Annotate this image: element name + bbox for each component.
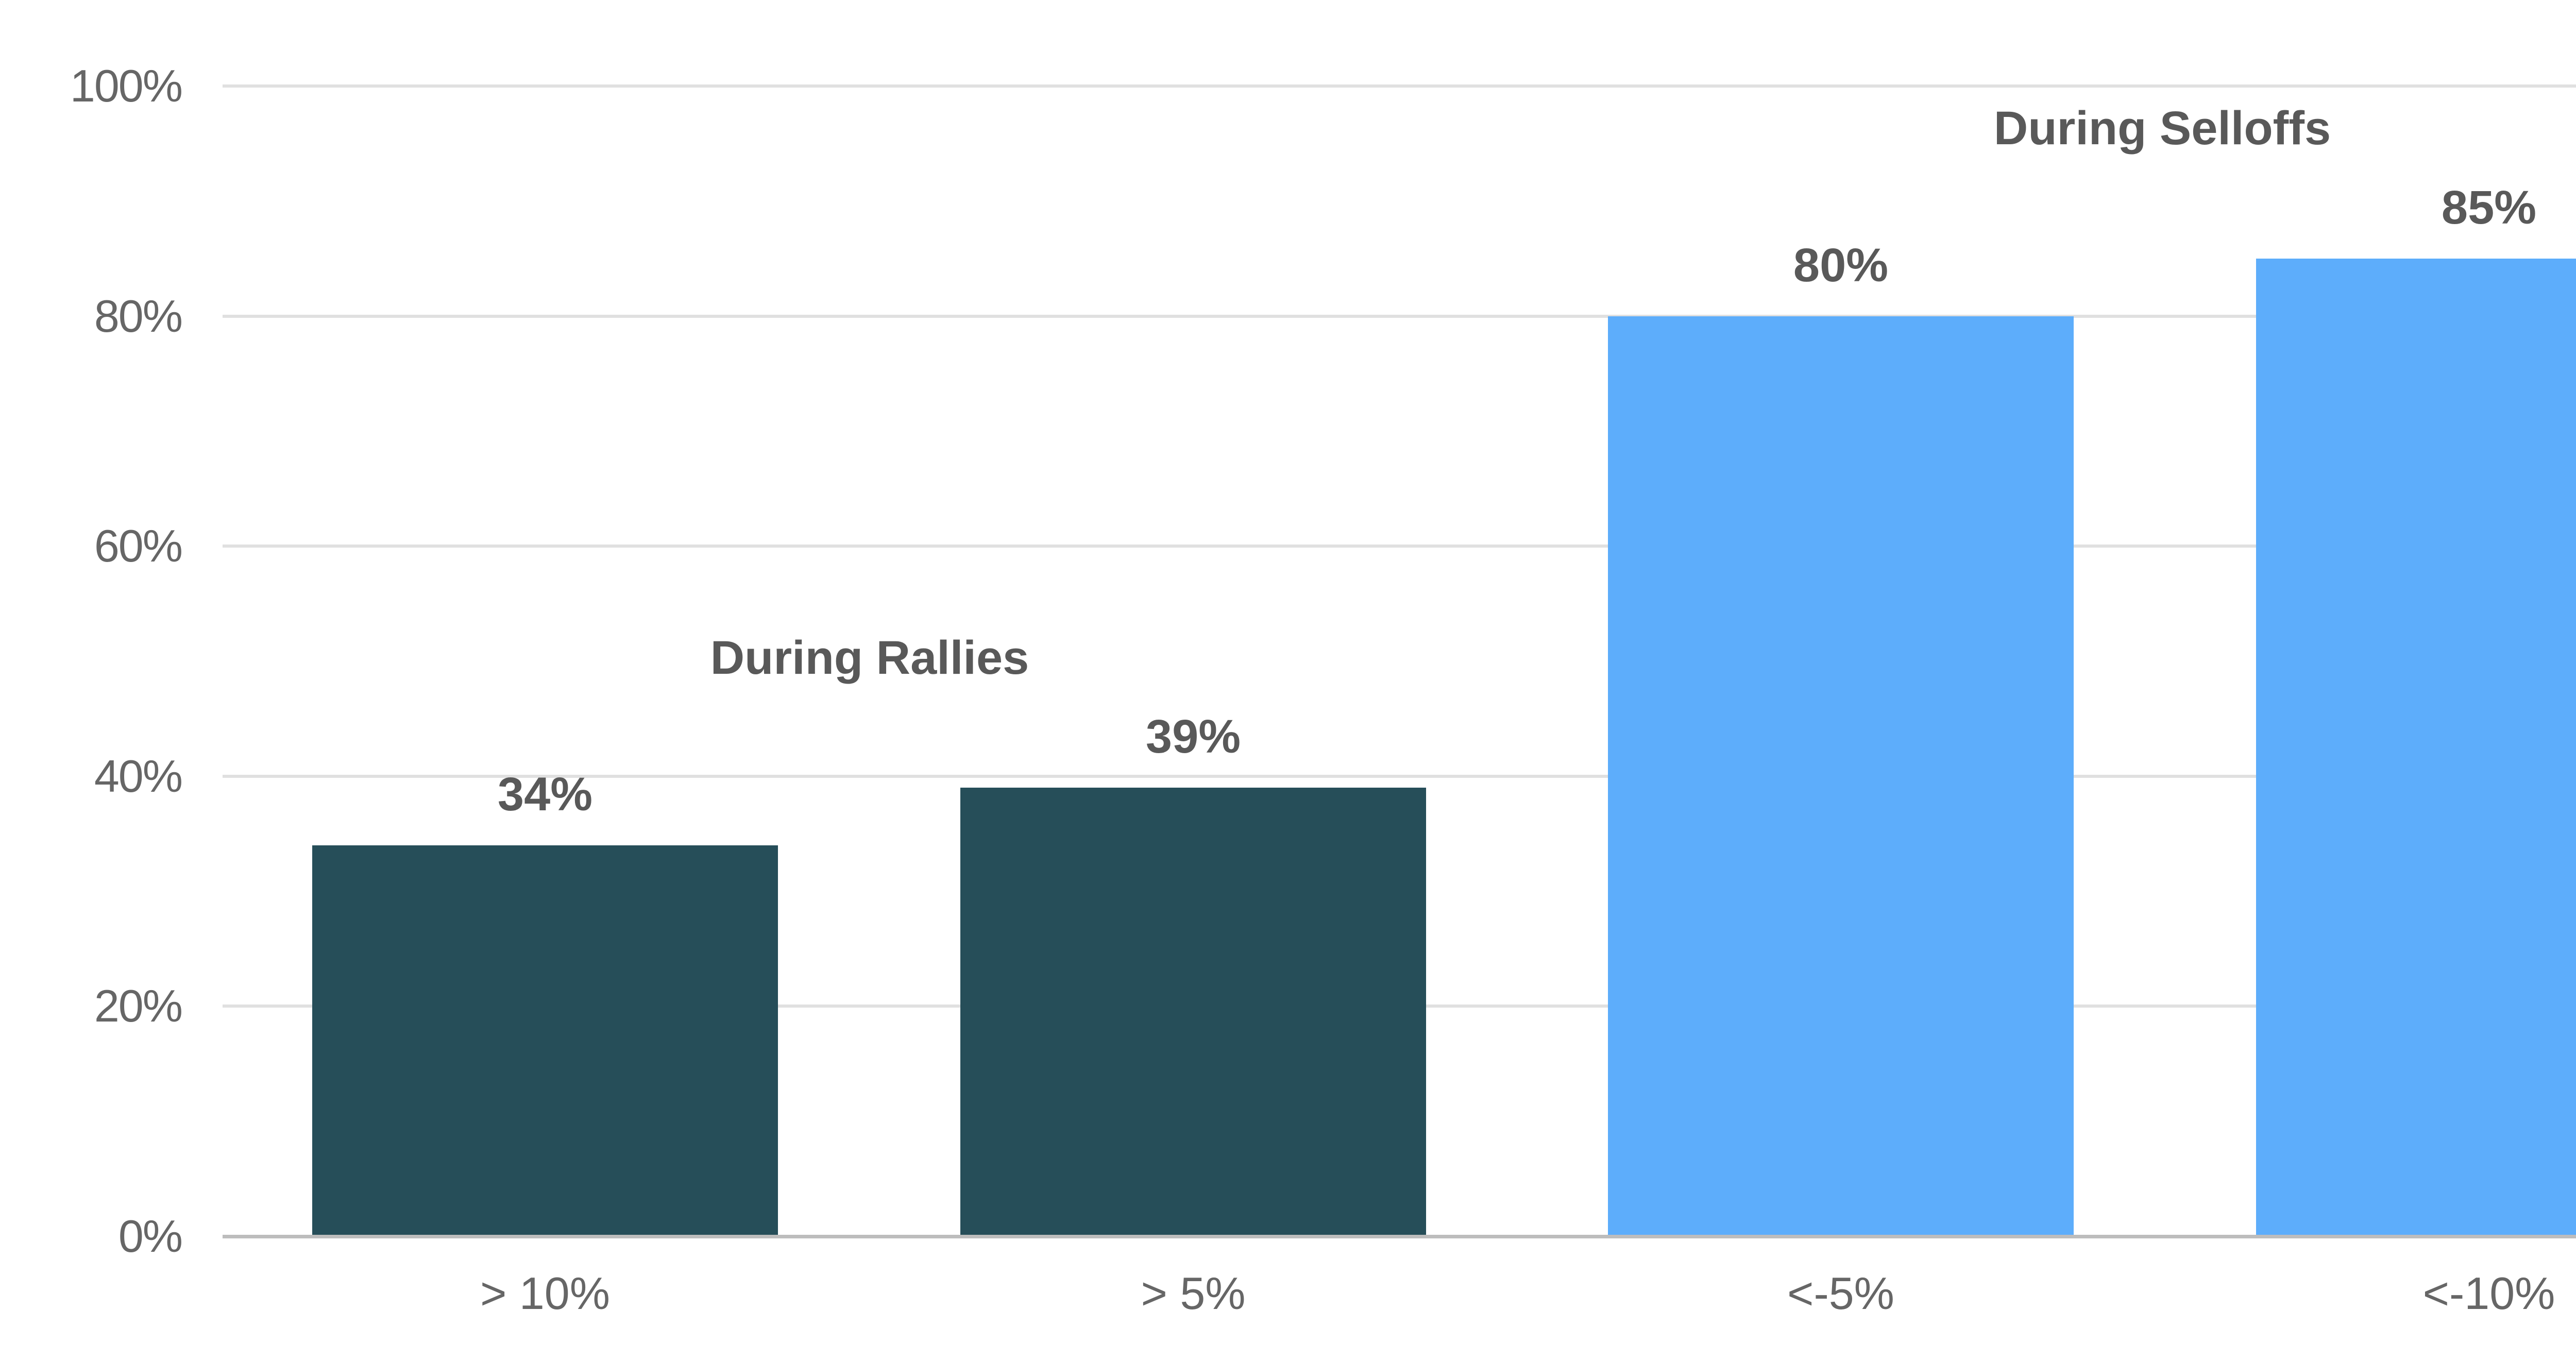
- value-label: 85%: [2441, 181, 2537, 234]
- bar-lt-minus-10: [2256, 259, 2576, 1236]
- x-tick-label: > 10%: [480, 1268, 610, 1319]
- x-tick-label: > 5%: [1141, 1268, 1246, 1319]
- x-tick-label: <-10%: [2422, 1268, 2555, 1319]
- group-label-rallies: During Rallies: [710, 632, 1029, 684]
- value-label: 80%: [1793, 239, 1889, 292]
- value-label: 39%: [1145, 710, 1241, 763]
- y-tick-label: 0%: [118, 1211, 183, 1262]
- bar-gt-5: [960, 788, 1426, 1236]
- gridline-60: [223, 545, 2576, 548]
- group-label-selloffs: During Selloffs: [1993, 102, 2331, 155]
- y-tick-label: 60%: [94, 520, 183, 571]
- y-tick-label: 40%: [94, 751, 183, 802]
- gridline-80: [223, 315, 2576, 318]
- y-tick-label: 100%: [70, 60, 183, 111]
- gridline-40: [223, 775, 2576, 778]
- y-tick-label: 20%: [94, 980, 183, 1031]
- x-axis-baseline: [223, 1235, 2576, 1238]
- bar-gt-10: [312, 845, 778, 1236]
- y-tick-label: 80%: [94, 291, 183, 342]
- gridline-100: [223, 84, 2576, 88]
- bar-lt-minus-5: [1608, 316, 2074, 1236]
- x-tick-label: <-5%: [1787, 1268, 1894, 1319]
- value-label: 34%: [497, 768, 593, 821]
